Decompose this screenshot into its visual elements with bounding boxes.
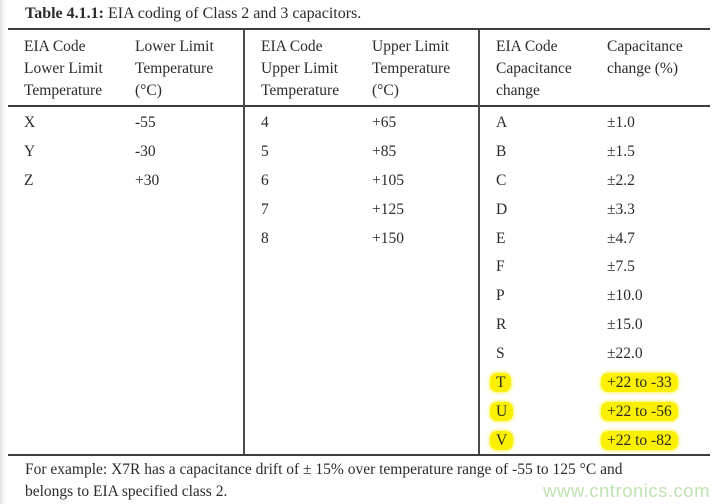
table-row: 5 +85 bbox=[245, 138, 478, 167]
row-code: B bbox=[496, 142, 507, 160]
row-value: +22 to -82 bbox=[601, 427, 710, 456]
table-row: F ±7.5 bbox=[480, 253, 710, 282]
footnote-line-1: For example: X7R has a capacitance drift… bbox=[25, 461, 623, 478]
row-value: +125 bbox=[372, 200, 404, 218]
column-header-eia-code-lower: EIA Code Lower Limit Temperature bbox=[24, 38, 103, 99]
table-caption-text: EIA coding of Class 2 and 3 capacitors. bbox=[103, 5, 362, 22]
row-code: V bbox=[480, 427, 607, 456]
row-code: E bbox=[496, 229, 506, 247]
row-code: A bbox=[496, 114, 508, 131]
row-code: S bbox=[496, 345, 505, 363]
row-value: -30 bbox=[135, 142, 156, 160]
row-code: T bbox=[480, 369, 607, 398]
column-header-capacitance-change: Capacitance change (%) bbox=[607, 38, 683, 77]
row-code: 5 bbox=[261, 142, 269, 160]
row-value: +150 bbox=[372, 229, 404, 247]
table-row: 8 +150 bbox=[245, 225, 478, 254]
table-row: Z +30 bbox=[8, 167, 243, 196]
table-row: X -55 bbox=[8, 109, 243, 138]
table-caption-number: Table 4.1.1: bbox=[25, 5, 104, 22]
table-footnote: For example: X7R has a capacitance drift… bbox=[25, 459, 713, 502]
row-value: ±3.3 bbox=[607, 200, 635, 218]
row-code: 4 bbox=[261, 114, 269, 131]
row-value: ±4.7 bbox=[607, 229, 635, 247]
table-row: E ±4.7 bbox=[480, 225, 710, 254]
row-code: Z bbox=[24, 171, 34, 189]
rows-capacitance-change: A ±1.0 B ±1.5 C ±2.2 D ±3.3 E ±4.7 F ±7.5 P ±10.0 R ±15… bbox=[480, 107, 710, 456]
column-group-header: EIA Code Capacitance change Capacitance … bbox=[480, 30, 710, 107]
table-row: 6 +105 bbox=[245, 167, 478, 196]
table-row: 4 +65 bbox=[245, 109, 478, 138]
row-code: P bbox=[496, 287, 505, 305]
row-value: -55 bbox=[135, 114, 156, 131]
column-group-header: EIA Code Upper Limit Temperature Upper L… bbox=[245, 30, 478, 107]
table-row: 7 +125 bbox=[245, 196, 478, 225]
table-row: V +22 to -82 bbox=[480, 427, 710, 456]
table-row: D ±3.3 bbox=[480, 196, 710, 225]
table-row: C ±2.2 bbox=[480, 167, 710, 196]
row-code: Y bbox=[24, 142, 36, 160]
table-column-group-capacitance-change: EIA Code Capacitance change Capacitance … bbox=[478, 30, 710, 454]
table-caption: Table 4.1.1: EIA coding of Class 2 and 3… bbox=[25, 4, 361, 24]
rows-upper-limit: 4 +65 5 +85 6 +105 7 +125 8 +150 bbox=[245, 107, 478, 253]
table-row: R ±15.0 bbox=[480, 311, 710, 340]
table-row: S ±22.0 bbox=[480, 340, 710, 369]
row-value: +22 to -33 bbox=[601, 369, 710, 398]
row-code: F bbox=[496, 258, 505, 276]
table-column-group-lower-limit: EIA Code Lower Limit Temperature Lower L… bbox=[8, 30, 243, 454]
table-row: B ±1.5 bbox=[480, 138, 710, 167]
row-value: +85 bbox=[372, 142, 397, 160]
table-row: Y -30 bbox=[8, 138, 243, 167]
row-value: ±22.0 bbox=[607, 345, 643, 363]
row-value: +105 bbox=[372, 171, 404, 189]
row-code: 6 bbox=[261, 171, 269, 189]
row-value: ±15.0 bbox=[607, 316, 643, 334]
eia-coding-table: EIA Code Lower Limit Temperature Lower L… bbox=[8, 28, 710, 456]
row-code: U bbox=[480, 398, 607, 427]
row-code: R bbox=[496, 316, 507, 334]
footnote-line-2: belongs to EIA specified class 2. bbox=[25, 482, 228, 500]
table-row: U +22 to -56 bbox=[480, 398, 710, 427]
column-header-upper-limit-temp: Upper Limit Temperature (°C) bbox=[372, 38, 451, 99]
row-value: ±2.2 bbox=[607, 171, 635, 189]
row-value: +65 bbox=[372, 114, 397, 131]
row-code: D bbox=[496, 200, 508, 218]
row-value: ±7.5 bbox=[607, 258, 635, 276]
column-header-eia-code-capacitance: EIA Code Capacitance change bbox=[496, 38, 572, 99]
row-value: +30 bbox=[135, 171, 160, 189]
table-row: A ±1.0 bbox=[480, 109, 710, 138]
scan-page-edge bbox=[0, 0, 7, 504]
row-code: X bbox=[24, 114, 36, 131]
row-value: ±1.5 bbox=[607, 142, 635, 160]
rows-lower-limit: X -55 Y -30 Z +30 bbox=[8, 107, 243, 196]
row-value: ±1.0 bbox=[607, 114, 635, 131]
row-value: ±10.0 bbox=[607, 287, 643, 305]
table-row: T +22 to -33 bbox=[480, 369, 710, 398]
row-code: C bbox=[496, 171, 507, 189]
row-value: +22 to -56 bbox=[601, 398, 710, 427]
row-code: 7 bbox=[261, 200, 269, 218]
table-row: P ±10.0 bbox=[480, 282, 710, 311]
table-column-group-upper-limit: EIA Code Upper Limit Temperature Upper L… bbox=[243, 30, 478, 454]
column-header-lower-limit-temp: Lower Limit Temperature (°C) bbox=[135, 38, 214, 99]
column-group-header: EIA Code Lower Limit Temperature Lower L… bbox=[8, 30, 243, 107]
column-header-eia-code-upper: EIA Code Upper Limit Temperature bbox=[261, 38, 340, 99]
watermark-text: www.cntronics.com bbox=[543, 480, 710, 501]
row-code: 8 bbox=[261, 229, 269, 247]
